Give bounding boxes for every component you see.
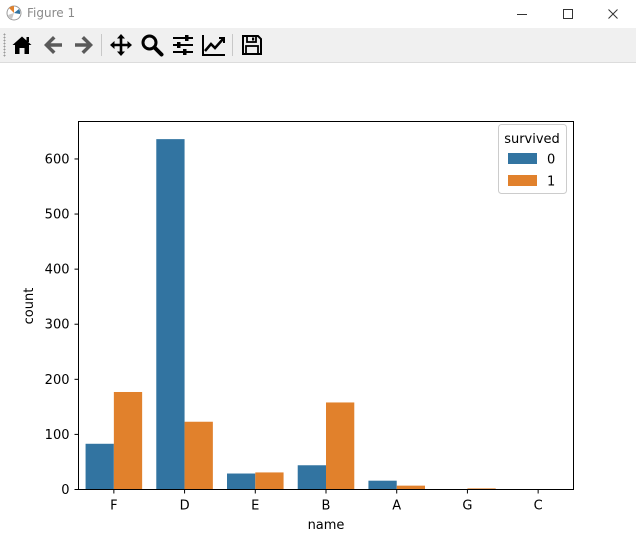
bar-F-survived-0 (85, 443, 114, 490)
legend[interactable]: survived 0 1 (498, 124, 567, 194)
countplot-chart: 0 100 200 300 400 500 600 F D E B A G C name count s… (22, 121, 574, 533)
bar-E-survived-0 (227, 473, 256, 490)
y-tick-label: 100 (45, 428, 70, 443)
minimize-icon (517, 14, 527, 15)
forward-button[interactable] (71, 32, 97, 58)
bar-F-survived-1 (113, 391, 143, 490)
bar-A-survived-1 (396, 485, 425, 490)
maximize-icon (563, 9, 573, 19)
x-tick-label-E: E (251, 499, 259, 514)
close-icon (608, 9, 618, 19)
magnifier-icon (141, 34, 164, 57)
arrow-right-icon (75, 36, 93, 54)
x-tick-label-D: D (180, 499, 190, 514)
bar-B-survived-1 (326, 402, 355, 490)
bar-G-survived-1 (467, 488, 496, 490)
legend-swatch-0 (508, 153, 537, 164)
y-tick-label: 0 (61, 483, 69, 498)
legend-swatch-1 (508, 175, 537, 186)
bars-layer (85, 139, 496, 490)
y-tick-label: 500 (45, 208, 70, 223)
figure-canvas: 0 100 200 300 400 500 600 F D E B A G C name count s… (0, 63, 636, 536)
home-button[interactable] (9, 32, 35, 58)
close-button[interactable] (590, 0, 636, 28)
matplotlib-logo-icon (6, 5, 22, 21)
configure-subplots-button[interactable] (170, 32, 196, 58)
bar-D-survived-0 (156, 139, 185, 490)
bar-A-survived-0 (368, 480, 397, 490)
arrow-left-icon (44, 36, 62, 54)
title-bar: Figure 1 (0, 0, 636, 28)
floppy-disk-icon (242, 35, 262, 55)
x-tick-label-F: F (110, 499, 117, 514)
toolbar-grip[interactable] (3, 33, 6, 57)
legend-title: survived (504, 132, 560, 147)
y-axis: 0 100 200 300 400 500 600 (45, 152, 79, 498)
bar-E-survived-1 (255, 472, 284, 490)
pan-button[interactable] (108, 32, 134, 58)
y-tick-label: 400 (45, 263, 70, 278)
toolbar-separator (232, 34, 233, 56)
line-chart-icon (202, 35, 225, 56)
zoom-button[interactable] (139, 32, 165, 58)
home-icon (12, 36, 32, 54)
x-axis-label: name (308, 518, 345, 533)
legend-label-1: 1 (547, 175, 555, 190)
y-tick-label: 600 (45, 152, 70, 167)
x-tick-label-B: B (322, 499, 331, 514)
bar-B-survived-0 (297, 465, 326, 490)
legend-label-0: 0 (547, 153, 555, 168)
x-tick-label-C: C (534, 499, 543, 514)
y-axis-label: count (22, 288, 37, 325)
window-title: Figure 1 (27, 6, 76, 20)
navigation-toolbar (0, 28, 636, 63)
save-button[interactable] (239, 32, 265, 58)
edit-axis-button[interactable] (201, 32, 227, 58)
back-button[interactable] (40, 32, 66, 58)
y-tick-label: 200 (45, 373, 70, 388)
x-tick-label-G: G (462, 499, 472, 514)
minimize-button[interactable] (499, 0, 545, 28)
toolbar-separator (101, 34, 102, 56)
sliders-icon (173, 35, 193, 55)
maximize-button[interactable] (545, 0, 591, 28)
y-tick-label: 300 (45, 318, 70, 333)
move-icon (110, 34, 132, 56)
x-tick-label-A: A (392, 499, 401, 514)
bar-D-survived-1 (184, 421, 213, 490)
